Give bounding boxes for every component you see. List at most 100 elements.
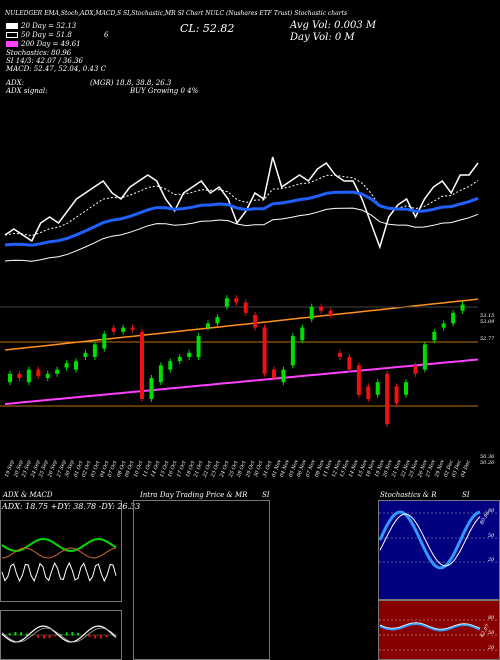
macd-histogram-bar: [54, 635, 57, 637]
ema-white-line: [4, 207, 479, 262]
candle-body: [111, 327, 116, 332]
macd-histogram-bar: [94, 635, 97, 639]
macd-histogram-bar: [20, 632, 23, 636]
macd-histogram-bar: [65, 632, 68, 636]
candle-body: [83, 352, 88, 357]
legend-adx: ADX:: [6, 79, 25, 87]
adx-minus-line: [1, 547, 117, 559]
candle-body: [319, 306, 324, 311]
ema20-label: 20 Day = 52.13: [21, 22, 77, 30]
macd-histogram-bar: [14, 632, 17, 636]
candle-body: [451, 312, 456, 324]
ema200-swatch: [6, 41, 18, 47]
candle-body: [55, 369, 60, 374]
candle-body: [74, 361, 78, 370]
main-price-chart: [0, 156, 479, 428]
candle-body: [215, 317, 220, 324]
stoch-si-label: SI: [462, 491, 470, 499]
candle-body: [300, 327, 305, 341]
candle-body: [224, 298, 229, 307]
legend-si: SI 14/3: 42.07 / 36.36: [6, 57, 83, 65]
stoch-title: Stochastics & R: [380, 491, 437, 499]
price-axis-label: 52.77: [480, 336, 495, 342]
stoch-tick: 80: [488, 508, 495, 514]
price-axis-label: 53.15: [480, 313, 495, 319]
macd-histogram-bar: [105, 635, 108, 638]
candle-body: [394, 386, 399, 404]
macd-line: [1, 625, 117, 643]
candle-body: [385, 373, 390, 425]
candle-body: [140, 331, 144, 399]
si-signal-line: [379, 622, 481, 630]
ema50-swatch: [6, 32, 18, 38]
candle-body: [272, 369, 276, 378]
candle-body: [8, 373, 12, 383]
ema20-swatch: [6, 23, 18, 29]
ema200-orange-line: [4, 298, 479, 351]
macd-histogram-bar: [42, 635, 45, 639]
day-volume: Day Vol: 0 M: [290, 32, 355, 43]
legend-adx-mgr: (MGR) 18.8, 38.8, 26.3: [90, 79, 172, 87]
close-price: CL: 52.82: [180, 22, 235, 35]
candle-body: [243, 302, 248, 313]
adx-plus-line: [1, 537, 117, 553]
candle-body: [196, 336, 201, 357]
candle-body: [375, 382, 380, 395]
ema50-extra: 6: [104, 31, 109, 39]
candle-body: [413, 365, 418, 374]
macd-histogram-bar: [8, 633, 11, 636]
macd-histogram-bar: [25, 633, 28, 636]
macd-histogram-bar: [37, 635, 40, 638]
ema50-line: [4, 190, 479, 247]
candle-body: [234, 298, 239, 303]
candle-body: [121, 327, 126, 332]
adx-macd-title: ADX & MACD: [3, 491, 53, 499]
macd-histogram-bar: [71, 632, 74, 636]
header-strip: NULEDGER EMA,Stoch,ADX,MACD,S SI,Stochas…: [5, 10, 348, 17]
candle-body: [26, 369, 31, 383]
magenta-ma-line: [4, 358, 479, 405]
ema20-line: [4, 174, 479, 237]
macd-histogram-bar: [60, 633, 62, 636]
candle-body: [356, 365, 361, 395]
macd-histogram-bar: [111, 634, 114, 636]
candle-body: [17, 373, 22, 378]
candle-body: [441, 323, 446, 328]
candle-body: [45, 373, 50, 378]
candle-body: [130, 327, 135, 330]
legend-adx-signal-value: BUY Growing 0 4%: [130, 87, 199, 95]
stoch-tick: 20: [488, 557, 495, 563]
candle-body: [328, 310, 333, 315]
candle-body: [432, 331, 437, 341]
candle-body: [338, 352, 342, 357]
candle-body: [149, 378, 154, 399]
price-axis-label: 50.36: [480, 454, 495, 460]
candle-body: [347, 357, 352, 370]
avg-volume: Avg Vol: 0.003 M: [290, 20, 377, 31]
legend-ema50: 50 Day = 51.8 6: [6, 31, 108, 39]
si-tick: 50: [488, 630, 495, 636]
candle-body: [92, 344, 97, 357]
si-tick: 20: [488, 645, 495, 651]
macd-signal-line: [1, 627, 117, 643]
candle-body: [36, 369, 41, 376]
stoch-k-line: [378, 510, 481, 570]
si-line: [379, 622, 481, 632]
candle-body: [158, 365, 163, 383]
candle-body: [177, 357, 182, 362]
price-line: [4, 156, 479, 250]
candle-body: [206, 323, 210, 328]
macd-histogram-bar: [88, 635, 91, 638]
candle-body: [187, 352, 192, 357]
stoch-d-line: [379, 513, 481, 567]
candle-body: [102, 333, 107, 349]
candle-body: [64, 363, 69, 368]
adx-readout: ADX: 18.75 +DY: 38.78 -DY: 26.33: [2, 502, 141, 511]
ema50-label: 50 Day = 51.8: [21, 31, 72, 39]
intraday-si-label: SI: [262, 491, 270, 499]
candle-body: [281, 369, 286, 383]
candle-body: [366, 386, 371, 399]
intraday-title: Intra Day Trading Price & MR: [140, 491, 248, 499]
legend-ema200: 200 Day = 49.61: [6, 40, 81, 48]
si-tick: 80: [488, 615, 495, 621]
